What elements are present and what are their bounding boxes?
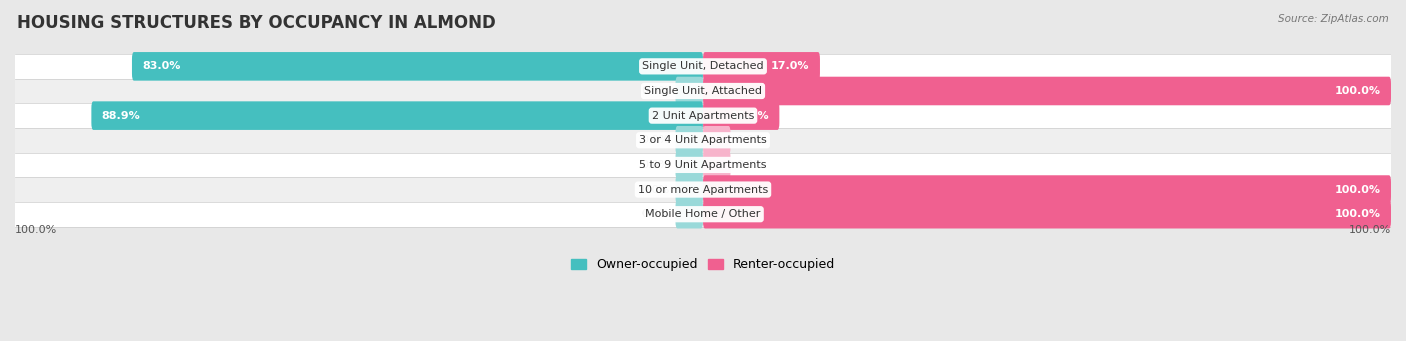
Text: 0.0%: 0.0%: [641, 184, 671, 195]
Bar: [15, 202, 1391, 226]
FancyBboxPatch shape: [675, 175, 703, 204]
Bar: [15, 54, 1391, 79]
Bar: [15, 103, 1391, 128]
Text: HOUSING STRUCTURES BY OCCUPANCY IN ALMOND: HOUSING STRUCTURES BY OCCUPANCY IN ALMON…: [17, 14, 496, 32]
FancyBboxPatch shape: [703, 126, 731, 154]
Bar: [15, 128, 1391, 152]
Text: Source: ZipAtlas.com: Source: ZipAtlas.com: [1278, 14, 1389, 24]
FancyBboxPatch shape: [91, 101, 703, 130]
Text: 100.0%: 100.0%: [1348, 225, 1391, 235]
Text: 3 or 4 Unit Apartments: 3 or 4 Unit Apartments: [640, 135, 766, 145]
Text: 17.0%: 17.0%: [770, 61, 810, 71]
FancyBboxPatch shape: [703, 52, 820, 80]
Text: 0.0%: 0.0%: [641, 86, 671, 96]
Bar: [15, 79, 1391, 103]
FancyBboxPatch shape: [675, 126, 703, 154]
Text: 100.0%: 100.0%: [15, 225, 58, 235]
Text: 0.0%: 0.0%: [641, 160, 671, 170]
Text: 0.0%: 0.0%: [735, 135, 765, 145]
Text: 100.0%: 100.0%: [1334, 209, 1381, 219]
Text: 88.9%: 88.9%: [101, 110, 141, 121]
FancyBboxPatch shape: [703, 200, 1391, 228]
Text: 100.0%: 100.0%: [1334, 86, 1381, 96]
Text: 0.0%: 0.0%: [641, 135, 671, 145]
FancyBboxPatch shape: [703, 77, 1391, 105]
FancyBboxPatch shape: [675, 77, 703, 105]
FancyBboxPatch shape: [703, 101, 779, 130]
Text: 100.0%: 100.0%: [1334, 184, 1381, 195]
Text: 0.0%: 0.0%: [641, 209, 671, 219]
FancyBboxPatch shape: [703, 175, 1391, 204]
FancyBboxPatch shape: [675, 200, 703, 228]
Text: 2 Unit Apartments: 2 Unit Apartments: [652, 110, 754, 121]
Text: Single Unit, Detached: Single Unit, Detached: [643, 61, 763, 71]
FancyBboxPatch shape: [675, 151, 703, 179]
Text: 83.0%: 83.0%: [142, 61, 180, 71]
Text: 5 to 9 Unit Apartments: 5 to 9 Unit Apartments: [640, 160, 766, 170]
Text: 0.0%: 0.0%: [735, 160, 765, 170]
Legend: Owner-occupied, Renter-occupied: Owner-occupied, Renter-occupied: [567, 253, 839, 276]
FancyBboxPatch shape: [132, 52, 703, 80]
Text: Mobile Home / Other: Mobile Home / Other: [645, 209, 761, 219]
Text: Single Unit, Attached: Single Unit, Attached: [644, 86, 762, 96]
Text: 11.1%: 11.1%: [731, 110, 769, 121]
FancyBboxPatch shape: [703, 151, 731, 179]
Bar: [15, 152, 1391, 177]
Text: 10 or more Apartments: 10 or more Apartments: [638, 184, 768, 195]
Bar: [15, 177, 1391, 202]
